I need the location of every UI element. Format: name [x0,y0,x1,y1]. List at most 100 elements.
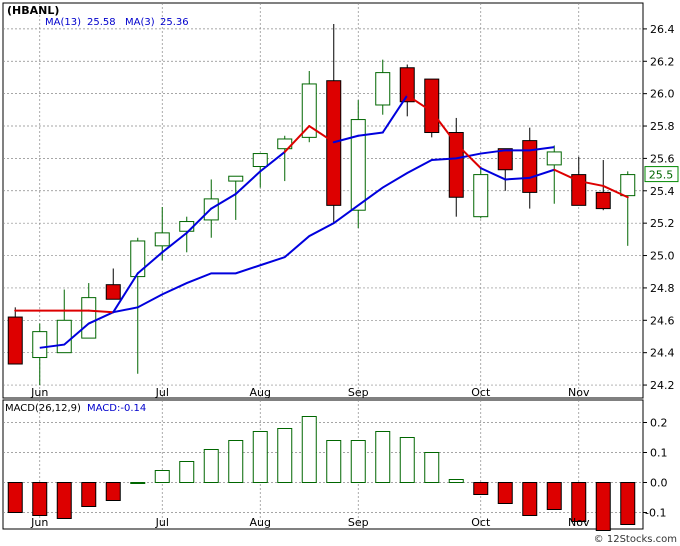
macd-params-label: MACD(26,12,9) [5,403,81,414]
price-gridlines [3,3,643,398]
macd-x-tick-label: Oct [471,516,491,529]
macd-bar-positive [424,452,440,483]
candle-body-up [179,221,195,232]
price-y-tick-label: 24.2 [650,379,675,392]
ma3-segment [602,184,629,199]
macd-x-tick-label: Aug [250,516,271,529]
macd-bar-negative [497,482,513,504]
ma3-segment [504,176,531,181]
candle [7,307,23,365]
price-candles [7,24,636,386]
moving-average-lines [14,94,629,349]
price-panel: 24.2 24.4 24.6 24.8 25.0 25.2 25.4 25.6 25.8 26.0… [2,2,679,399]
price-y-tick-label: 25.4 [650,185,675,198]
price-y-tick-label: 24.4 [650,347,675,360]
candle-body-up [81,297,97,339]
macd-bar-positive [350,440,366,483]
price-y-tick-label: 26.0 [650,88,675,101]
candle-body-down [522,140,538,193]
candle-body-down [595,191,611,210]
candle [399,64,415,117]
macd-bar-positive [130,482,146,484]
price-panel-frame [2,2,644,399]
ma3-segment [455,142,482,170]
macd-bar-positive [326,440,342,483]
candle [350,100,366,229]
ma3-segment [87,309,115,314]
candle [32,323,48,386]
macd-bar-positive [154,470,170,483]
price-x-tick-label: Aug [250,386,271,399]
candle-body-down [105,284,121,300]
candle-body-up [546,151,562,166]
macd-x-axis: Jun Jul Aug Sep Oct Nov [30,516,590,529]
macd-panel: 0.2 0.1 0.0 -0.1 Jun Jul Aug Sep Oct Nov MACD(26… [2,399,668,531]
candle-body-up [32,331,48,359]
legend-ma13-label: MA(13) [45,17,81,28]
ma3-segment [430,110,458,145]
macd-bar-negative [7,482,23,513]
price-x-tick-label: Jul [155,386,169,399]
price-x-tick-label: Oct [471,386,491,399]
legend-ma3-value: 25.36 [160,17,189,28]
macd-bar-negative [546,482,562,510]
candle-body-up [350,119,366,211]
candle [375,59,391,115]
price-legend: (HBANL) MA(13) 25.58 MA(3) 25.36 [7,4,189,28]
macd-y-tick-label: -0.1 [645,507,666,520]
macd-bar-negative [56,482,72,519]
candle [105,268,121,300]
price-y-tick-label: 25.6 [650,152,675,165]
ma3-segment [136,251,164,275]
macd-bar-negative [32,482,48,516]
ma3-segment [479,167,507,181]
candle [228,175,244,220]
candle-body-up [375,72,391,106]
price-x-tick-label: Sep [348,386,369,399]
ma3-segment [112,272,139,314]
candle-body-up [228,175,244,182]
ma3-segment [332,134,360,144]
candle-body-down [399,67,415,103]
macd-bar-negative [620,482,636,525]
last-price-label: 25.5 [649,169,674,182]
price-x-axis: Jun Jul Aug Sep Oct Nov [30,386,590,399]
macd-value-label: MACD:-0.14 [87,403,146,414]
last-price-box [644,166,679,183]
ma3-segment [210,193,237,210]
candle-body-down [424,78,440,134]
macd-x-tick-label: Sep [348,516,369,529]
candle-body-up [252,153,268,168]
macd-x-tick-label: Jul [155,516,169,529]
macd-bar-positive [399,437,415,483]
macd-bar-negative [105,482,121,501]
macd-bar-positive [228,440,244,483]
price-y-tick-label: 25.0 [650,250,675,263]
price-y-tick-label: 26.2 [650,55,675,68]
candle [473,166,489,219]
legend-ma3-label: MA(3) [125,17,155,28]
ticker-label: (HBANL) [7,4,59,17]
candle [546,145,562,204]
candle-body-down [7,316,23,365]
macd-y-tick-label: 0.1 [650,447,668,460]
macd-bar-negative [571,482,587,522]
macd-bar-positive [252,431,268,483]
ma3-segment [161,231,188,254]
last-price-tag: 25.5 [644,166,679,183]
macd-bar-negative [522,482,538,516]
macd-x-tick-label: Nov [568,516,590,529]
macd-y-axis: 0.2 0.1 0.0 -0.1 [643,417,668,520]
price-y-tick-label: 24.6 [650,314,675,327]
price-x-tick-label: Jun [30,386,48,399]
candle-body-up [154,232,170,247]
macd-bar-negative [595,482,611,531]
ma3-segment [283,125,311,153]
ma3-segment [185,207,213,234]
ma3-segment [381,94,409,134]
legend-ma13-value: 25.58 [87,17,116,28]
ma3-segment [553,168,580,183]
macd-bars [7,416,636,531]
price-y-axis: 24.2 24.4 24.6 24.8 25.0 25.2 25.4 25.6 25.8 26.0… [643,23,675,392]
